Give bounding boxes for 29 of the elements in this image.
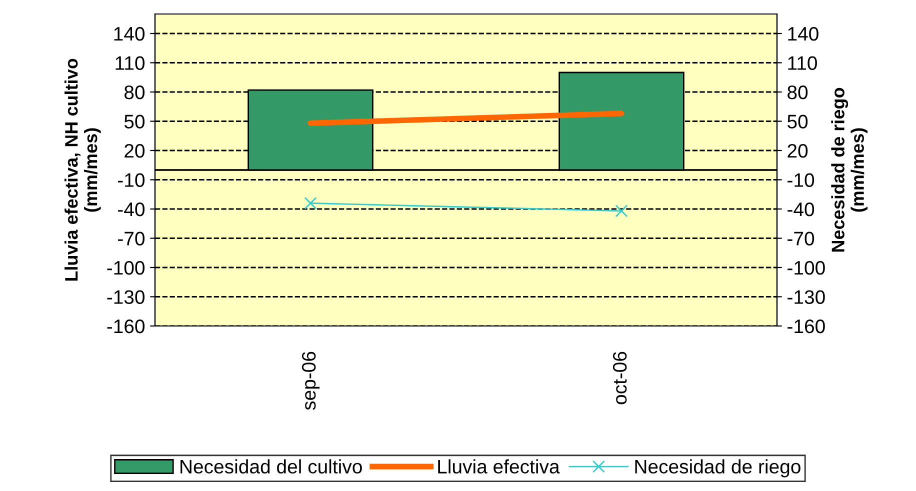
y2-tick-label: 80	[788, 85, 808, 100]
legend-label: Necesidad del cultivo	[180, 459, 362, 474]
x-tick-label: sep-06	[302, 352, 320, 410]
y-axis-title: Lluvia efectiva, NH cultivo (mm/mes)	[64, 58, 101, 281]
y-tick-label: -130	[107, 290, 145, 304]
y2-tick-label: -10	[788, 173, 814, 187]
y-tick-label: 80	[124, 85, 145, 100]
y2-tick-label: -130	[788, 290, 825, 304]
y-tick-label: 20	[124, 144, 145, 158]
legend-label: Necesidad de riego	[635, 459, 800, 478]
y2-tick-label: 140	[788, 26, 818, 41]
x-tick-label: oct-06	[612, 352, 627, 404]
y-tick-label: 110	[116, 56, 145, 70]
legend-label: Lluvia efectiva	[438, 459, 560, 474]
y2-tick-label: -40	[788, 202, 814, 216]
y-tick-label: -160	[107, 319, 145, 334]
y2-tick-label: 50	[788, 114, 808, 128]
y-tick-label: -10	[118, 173, 145, 187]
y2-tick-label: -160	[788, 319, 825, 334]
y-tick-label: -100	[107, 260, 145, 275]
y2-tick-label: -100	[788, 260, 825, 275]
y-tick-label: 50	[124, 114, 145, 128]
y-tick-label: -40	[118, 202, 145, 216]
y2-axis-title: Necesidad de riego (mm/mes)	[831, 88, 868, 252]
y-tick-label: -70	[118, 232, 145, 246]
y2-tick-label: 110	[788, 56, 817, 70]
y2-tick-label: -70	[788, 232, 814, 246]
y-tick-label: 140	[114, 26, 145, 41]
y2-tick-label: 20	[788, 144, 808, 158]
